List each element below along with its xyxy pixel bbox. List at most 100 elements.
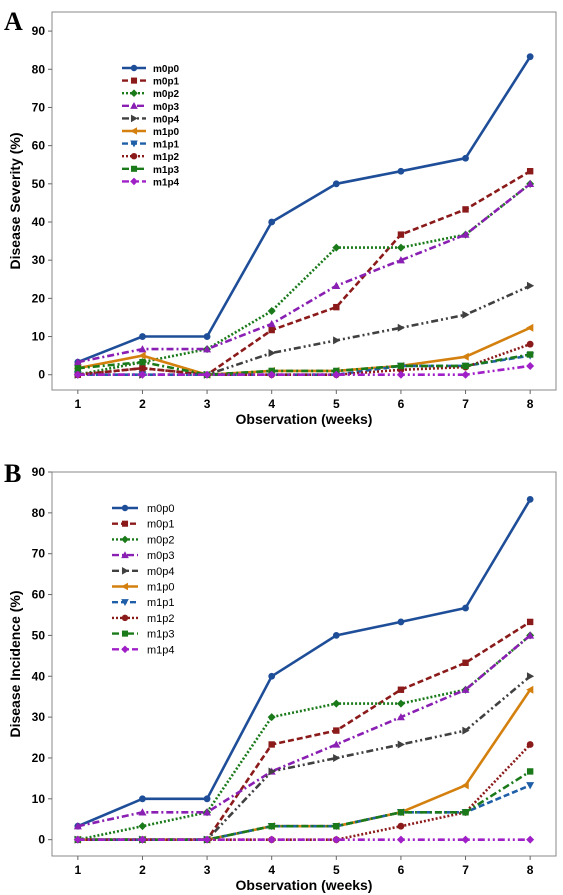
legend-label: m0p1 bbox=[147, 519, 175, 531]
x-tick-label: 8 bbox=[527, 863, 534, 877]
x-axis-title: Observation (weeks) bbox=[236, 877, 373, 893]
data-point bbox=[267, 713, 276, 722]
series-line bbox=[77, 364, 531, 377]
data-point bbox=[396, 713, 405, 721]
data-point bbox=[526, 361, 535, 370]
y-tick-label: 0 bbox=[38, 368, 45, 382]
data-point bbox=[332, 243, 341, 252]
y-tick-label: 60 bbox=[32, 139, 46, 153]
data-point bbox=[461, 835, 470, 844]
legend-label: m1p0 bbox=[147, 582, 175, 594]
legend-item: m1p3 bbox=[122, 165, 180, 176]
panel-letter: A bbox=[4, 7, 23, 36]
legend-item: m1p0 bbox=[122, 127, 180, 138]
panel-a: A 0 10 20 30 40 50 60 70 80 90 1 2 3 4 5 6 7 8 Observation … bbox=[4, 7, 557, 427]
data-point bbox=[526, 323, 534, 332]
legend-marker bbox=[130, 127, 138, 135]
data-point bbox=[526, 782, 535, 790]
y-tick-label: 10 bbox=[32, 792, 46, 806]
legend-marker bbox=[130, 114, 138, 123]
data-point bbox=[332, 281, 341, 289]
y-tick-label: 50 bbox=[32, 628, 46, 642]
legend-label: m1p4 bbox=[153, 177, 180, 188]
legend-item: m0p1 bbox=[112, 519, 175, 531]
data-point bbox=[462, 809, 469, 816]
data-point bbox=[267, 306, 276, 315]
data-point bbox=[396, 256, 405, 264]
y-tick-label: 80 bbox=[32, 506, 46, 520]
y-tick-label: 70 bbox=[32, 547, 46, 561]
y-tick-label: 30 bbox=[32, 710, 46, 724]
y-tick-label: 30 bbox=[32, 253, 46, 267]
data-point bbox=[397, 362, 405, 370]
x-tick-label: 4 bbox=[268, 397, 275, 411]
legend-label: m1p2 bbox=[147, 613, 175, 625]
data-point bbox=[73, 358, 82, 366]
legend-marker bbox=[121, 599, 129, 606]
data-point bbox=[203, 345, 212, 353]
data-point bbox=[203, 333, 211, 340]
data-point bbox=[461, 230, 470, 238]
legend-item: m1p2 bbox=[112, 613, 175, 625]
data-point bbox=[268, 348, 276, 357]
series-m1p4 bbox=[73, 361, 535, 379]
data-point bbox=[462, 206, 469, 213]
legend-item: m1p1 bbox=[112, 597, 175, 609]
x-tick-label: 5 bbox=[333, 397, 340, 411]
data-point bbox=[397, 231, 405, 238]
data-point bbox=[203, 370, 212, 379]
y-tick-label: 10 bbox=[32, 330, 46, 344]
data-point bbox=[333, 336, 341, 345]
legend-item: m1p1 bbox=[122, 140, 180, 151]
data-point bbox=[203, 808, 212, 816]
x-tick-label: 3 bbox=[204, 397, 211, 411]
data-point bbox=[396, 370, 405, 379]
x-tick-label: 7 bbox=[462, 863, 469, 877]
data-point bbox=[268, 218, 276, 226]
series-line bbox=[77, 182, 532, 364]
data-point bbox=[461, 352, 469, 361]
legend-label: m1p1 bbox=[153, 140, 180, 151]
data-point bbox=[462, 604, 469, 612]
data-point bbox=[526, 53, 534, 61]
legend-item: m0p3 bbox=[112, 550, 175, 562]
data-point bbox=[332, 180, 340, 188]
legend-label: m1p1 bbox=[147, 597, 175, 609]
legend-marker bbox=[121, 567, 129, 575]
series-line bbox=[77, 634, 532, 841]
legend-item: m1p4 bbox=[122, 177, 180, 188]
x-tick-label: 7 bbox=[462, 397, 469, 411]
data-point bbox=[267, 835, 276, 844]
series-line bbox=[77, 498, 532, 828]
data-point bbox=[333, 753, 341, 762]
data-point bbox=[267, 370, 276, 379]
data-point bbox=[461, 370, 470, 379]
data-point bbox=[74, 365, 82, 372]
x-tick-label: 1 bbox=[75, 863, 82, 877]
y-tick-label: 90 bbox=[32, 465, 46, 479]
legend-marker bbox=[130, 64, 138, 72]
x-tick-label: 6 bbox=[398, 863, 405, 877]
legend-marker bbox=[130, 152, 138, 160]
data-point bbox=[73, 822, 82, 830]
data-point bbox=[268, 672, 276, 680]
data-point bbox=[462, 659, 469, 666]
data-point bbox=[268, 326, 275, 334]
data-point bbox=[397, 686, 405, 693]
legend-label: m0p3 bbox=[147, 550, 175, 562]
data-point bbox=[526, 618, 534, 626]
legend-marker bbox=[121, 551, 129, 559]
y-tick-label: 20 bbox=[32, 291, 46, 305]
data-point bbox=[333, 822, 340, 830]
legend-marker bbox=[121, 520, 129, 527]
legend-item: m0p4 bbox=[112, 566, 175, 578]
data-point bbox=[73, 835, 82, 844]
legend-marker bbox=[121, 504, 129, 512]
series-m0p3 bbox=[73, 631, 535, 830]
legend-label: m0p4 bbox=[147, 566, 175, 578]
legend-marker bbox=[130, 165, 138, 172]
legend-item: m0p1 bbox=[122, 77, 180, 88]
series-line bbox=[77, 353, 531, 377]
data-point bbox=[138, 351, 146, 360]
